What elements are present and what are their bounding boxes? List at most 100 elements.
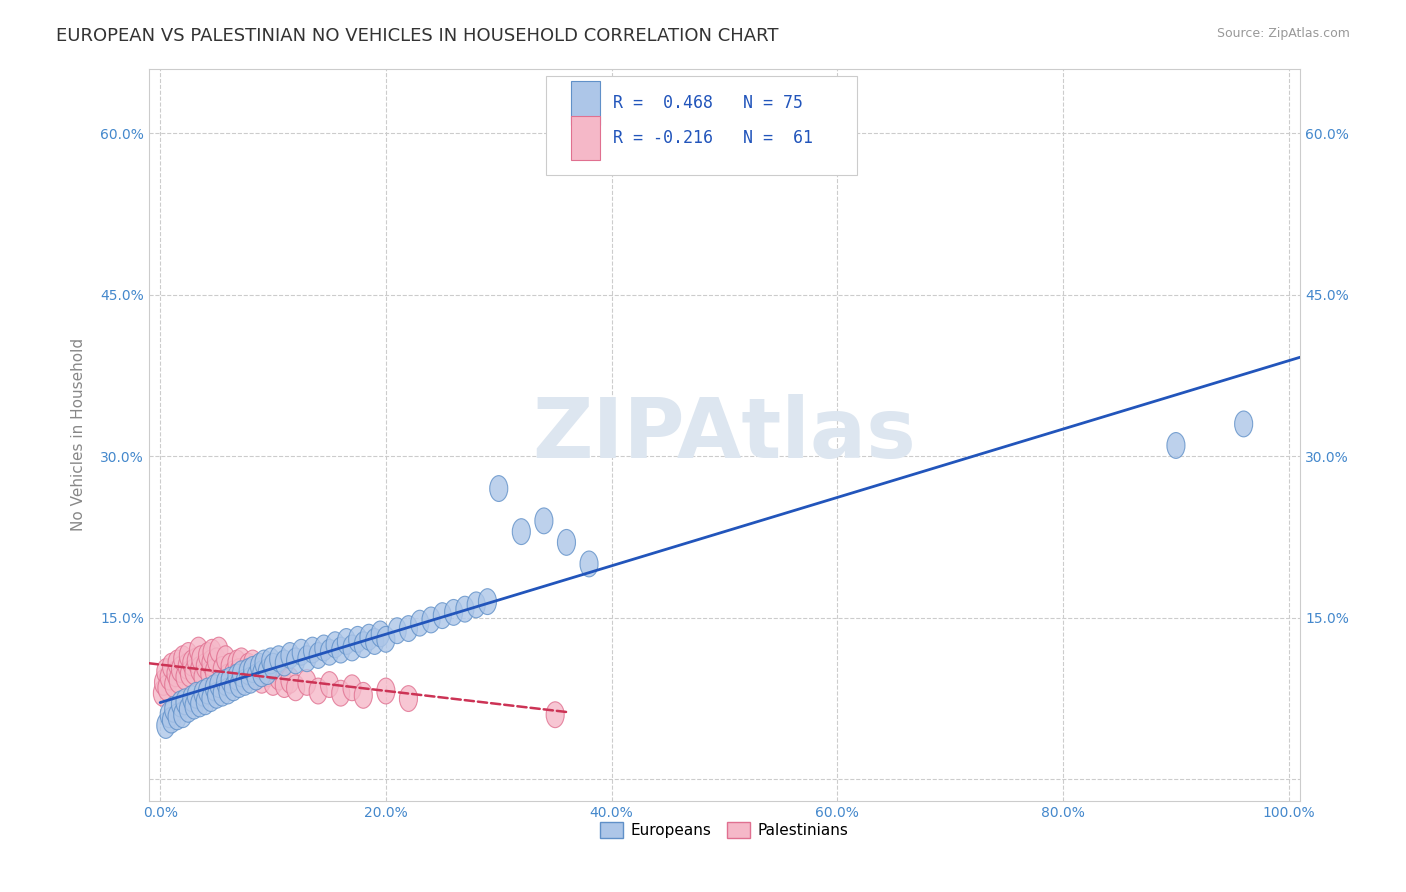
Ellipse shape	[236, 665, 254, 690]
Ellipse shape	[174, 702, 191, 728]
Ellipse shape	[163, 707, 180, 733]
Ellipse shape	[467, 592, 485, 618]
Ellipse shape	[247, 665, 266, 690]
FancyBboxPatch shape	[546, 76, 856, 175]
Ellipse shape	[512, 519, 530, 544]
Ellipse shape	[298, 670, 316, 696]
Ellipse shape	[191, 691, 208, 717]
Ellipse shape	[198, 678, 217, 704]
Ellipse shape	[191, 646, 209, 672]
Ellipse shape	[253, 667, 271, 693]
Ellipse shape	[546, 702, 564, 728]
Ellipse shape	[217, 646, 235, 672]
Ellipse shape	[225, 675, 243, 701]
Text: ZIPAtlas: ZIPAtlas	[533, 394, 917, 475]
Ellipse shape	[254, 650, 273, 676]
Ellipse shape	[444, 599, 463, 625]
Ellipse shape	[264, 670, 283, 696]
Ellipse shape	[205, 675, 224, 701]
Ellipse shape	[259, 658, 277, 684]
Ellipse shape	[202, 686, 219, 712]
Ellipse shape	[309, 678, 328, 704]
Ellipse shape	[225, 661, 243, 687]
Ellipse shape	[221, 653, 239, 679]
Ellipse shape	[315, 635, 333, 661]
Ellipse shape	[250, 658, 269, 684]
Ellipse shape	[276, 650, 294, 676]
Ellipse shape	[581, 551, 598, 577]
Ellipse shape	[337, 629, 356, 655]
Ellipse shape	[478, 589, 496, 615]
Ellipse shape	[165, 697, 183, 723]
Ellipse shape	[153, 681, 172, 706]
Ellipse shape	[179, 653, 197, 679]
Ellipse shape	[228, 665, 246, 690]
Ellipse shape	[343, 635, 361, 661]
Ellipse shape	[1167, 433, 1185, 458]
Ellipse shape	[194, 665, 212, 690]
Ellipse shape	[243, 650, 262, 676]
Text: R =  0.468   N = 75: R = 0.468 N = 75	[613, 94, 803, 112]
Ellipse shape	[456, 596, 474, 622]
Ellipse shape	[247, 665, 266, 690]
Ellipse shape	[209, 672, 228, 698]
Ellipse shape	[411, 610, 429, 636]
Ellipse shape	[214, 681, 231, 706]
Ellipse shape	[187, 682, 205, 708]
Ellipse shape	[172, 657, 190, 682]
Ellipse shape	[198, 642, 217, 668]
Ellipse shape	[201, 661, 219, 687]
Ellipse shape	[183, 686, 201, 712]
Ellipse shape	[281, 642, 299, 668]
Ellipse shape	[354, 682, 373, 708]
Ellipse shape	[169, 650, 186, 676]
Ellipse shape	[309, 642, 328, 668]
Ellipse shape	[180, 661, 198, 687]
Text: EUROPEAN VS PALESTINIAN NO VEHICLES IN HOUSEHOLD CORRELATION CHART: EUROPEAN VS PALESTINIAN NO VEHICLES IN H…	[56, 27, 779, 45]
Legend: Europeans, Palestinians: Europeans, Palestinians	[595, 816, 855, 845]
Ellipse shape	[1234, 411, 1253, 437]
Ellipse shape	[208, 648, 225, 673]
Ellipse shape	[219, 678, 236, 704]
Ellipse shape	[262, 648, 280, 673]
Ellipse shape	[270, 665, 288, 690]
Ellipse shape	[174, 646, 191, 672]
Ellipse shape	[276, 672, 294, 698]
Ellipse shape	[360, 624, 378, 650]
Ellipse shape	[176, 665, 194, 690]
Ellipse shape	[219, 665, 236, 690]
Ellipse shape	[231, 658, 249, 684]
Ellipse shape	[242, 667, 260, 693]
Ellipse shape	[298, 646, 316, 672]
Ellipse shape	[422, 607, 440, 632]
Ellipse shape	[160, 702, 179, 728]
Ellipse shape	[194, 681, 212, 706]
Ellipse shape	[156, 658, 174, 684]
Ellipse shape	[169, 704, 186, 730]
Ellipse shape	[259, 661, 277, 687]
Ellipse shape	[489, 475, 508, 501]
Ellipse shape	[399, 686, 418, 712]
Ellipse shape	[304, 637, 322, 663]
Ellipse shape	[221, 667, 239, 693]
Ellipse shape	[202, 640, 221, 665]
Ellipse shape	[343, 675, 361, 701]
Ellipse shape	[197, 653, 214, 679]
Ellipse shape	[163, 653, 180, 679]
Ellipse shape	[232, 661, 250, 687]
Ellipse shape	[180, 697, 197, 723]
Ellipse shape	[281, 667, 299, 693]
Ellipse shape	[160, 665, 179, 690]
Ellipse shape	[209, 637, 228, 663]
Ellipse shape	[264, 653, 283, 679]
Ellipse shape	[332, 637, 350, 663]
Ellipse shape	[190, 637, 208, 663]
FancyBboxPatch shape	[571, 116, 600, 160]
Ellipse shape	[239, 653, 257, 679]
Ellipse shape	[399, 615, 418, 641]
Ellipse shape	[534, 508, 553, 533]
Ellipse shape	[186, 693, 202, 719]
Ellipse shape	[332, 681, 350, 706]
Ellipse shape	[202, 650, 219, 676]
Ellipse shape	[157, 675, 176, 701]
